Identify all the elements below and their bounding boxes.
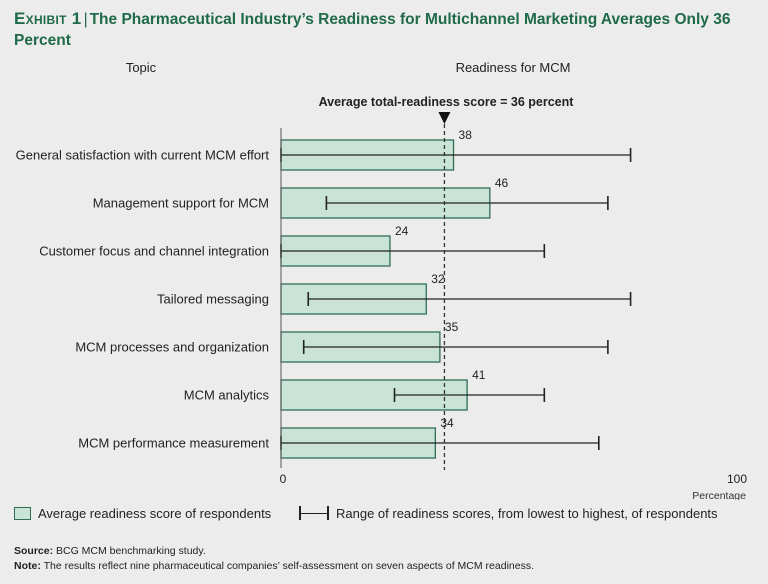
category-label: Tailored messaging: [157, 292, 269, 307]
legend-bar-swatch: [14, 507, 31, 520]
source-label: Source:: [14, 545, 54, 557]
legend-range-icon: [299, 506, 329, 520]
data-label: 46: [495, 176, 509, 190]
note-text: The results reflect nine pharmaceutical …: [43, 560, 534, 572]
x-tick-label: 0: [280, 472, 287, 486]
data-label: 32: [431, 272, 445, 286]
note-label: Note:: [14, 560, 41, 572]
title-text: The Pharmaceutical Industry’s Readiness …: [14, 11, 731, 49]
chart-title: Exhibit 1 | The Pharmaceutical Industry’s …: [14, 8, 754, 51]
x-tick-label: 100: [727, 472, 747, 486]
data-label: 24: [395, 224, 409, 238]
data-label: 35: [445, 320, 459, 334]
bar-chart: Topic Readiness for MCM Average total-re…: [16, 60, 748, 500]
reference-marker: [438, 112, 451, 124]
legend-range-label: Range of readiness scores, from lowest t…: [336, 506, 718, 521]
plot-area: General satisfaction with current MCM ef…: [16, 112, 632, 470]
category-label: Management support for MCM: [93, 196, 269, 211]
note: Note: The results reflect nine pharmaceu…: [14, 560, 534, 572]
topic-column-header: Topic: [126, 60, 157, 75]
reference-line-label: Average total-readiness score = 36 perce…: [319, 95, 575, 109]
data-label: 38: [459, 128, 473, 142]
x-axis-label: Percentage: [692, 490, 746, 500]
readiness-column-header: Readiness for MCM: [456, 60, 571, 75]
category-label: General satisfaction with current MCM ef…: [16, 148, 270, 163]
data-label: 34: [440, 416, 454, 430]
legend-bar-label: Average readiness score of respondents: [38, 506, 272, 521]
title-separator: |: [83, 11, 88, 28]
category-label: Customer focus and channel integration: [39, 244, 269, 259]
source-note: Source: BCG MCM benchmarking study.: [14, 545, 206, 557]
exhibit-label: Exhibit 1: [14, 9, 82, 28]
category-label: MCM analytics: [184, 388, 270, 403]
category-label: MCM performance measurement: [78, 436, 269, 451]
data-label: 41: [472, 368, 486, 382]
category-label: MCM processes and organization: [75, 340, 269, 355]
source-text: BCG MCM benchmarking study.: [56, 545, 206, 557]
